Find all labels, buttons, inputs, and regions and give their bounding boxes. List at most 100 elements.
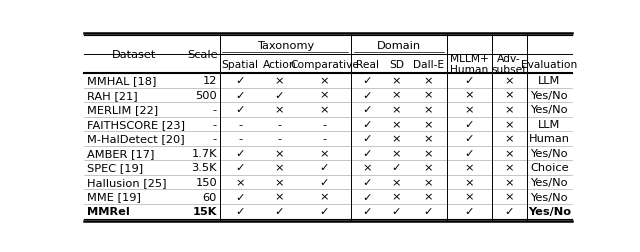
Text: Real: Real	[356, 59, 379, 69]
Text: ✓: ✓	[236, 148, 245, 158]
Text: ✓: ✓	[320, 177, 329, 187]
Text: ×: ×	[392, 134, 401, 144]
Text: ✓: ✓	[362, 177, 372, 187]
Text: ×: ×	[424, 177, 433, 187]
Text: ✓: ✓	[236, 90, 245, 100]
Text: ×: ×	[465, 105, 474, 115]
Text: ✓: ✓	[504, 206, 514, 216]
Text: LLM: LLM	[538, 76, 561, 86]
Text: ×: ×	[424, 90, 433, 100]
Text: ×: ×	[320, 90, 329, 100]
Text: Action: Action	[262, 59, 296, 69]
Text: Comparative: Comparative	[290, 59, 359, 69]
Text: Yes/No: Yes/No	[528, 206, 571, 216]
Text: ×: ×	[465, 192, 474, 202]
Text: RAH [21]: RAH [21]	[87, 90, 138, 100]
Text: Choice: Choice	[530, 163, 568, 173]
Text: Yes/No: Yes/No	[531, 177, 568, 187]
Text: ×: ×	[424, 105, 433, 115]
Text: ✓: ✓	[362, 76, 372, 86]
Text: ×: ×	[504, 76, 514, 86]
Text: -: -	[213, 134, 217, 144]
Text: ×: ×	[275, 163, 284, 173]
Text: Evaluation: Evaluation	[521, 59, 577, 69]
Text: -: -	[213, 119, 217, 129]
Text: ×: ×	[424, 76, 433, 86]
Text: Dall-E: Dall-E	[413, 59, 444, 69]
Text: ✓: ✓	[320, 206, 329, 216]
Text: ×: ×	[504, 177, 514, 187]
Text: Scale: Scale	[187, 50, 218, 60]
Text: 3.5K: 3.5K	[191, 163, 217, 173]
Text: ×: ×	[320, 76, 329, 86]
Text: ×: ×	[424, 119, 433, 129]
Text: MLLM+
Human: MLLM+ Human	[450, 54, 489, 75]
Text: ×: ×	[504, 90, 514, 100]
Text: ✓: ✓	[465, 206, 474, 216]
Text: ✓: ✓	[236, 105, 245, 115]
Text: ×: ×	[362, 163, 372, 173]
Text: ✓: ✓	[362, 148, 372, 158]
Text: ×: ×	[504, 134, 514, 144]
Text: Yes/No: Yes/No	[531, 90, 568, 100]
Text: ×: ×	[275, 177, 284, 187]
Text: ×: ×	[392, 192, 401, 202]
Text: ✓: ✓	[236, 192, 245, 202]
Text: FAITHSCORE [23]: FAITHSCORE [23]	[87, 119, 185, 129]
Text: -: -	[323, 134, 326, 144]
Text: ✓: ✓	[465, 76, 474, 86]
Text: 12: 12	[203, 76, 217, 86]
Text: ×: ×	[424, 134, 433, 144]
Text: 15K: 15K	[193, 206, 217, 216]
Text: ×: ×	[392, 90, 401, 100]
Text: ×: ×	[392, 148, 401, 158]
Text: MME [19]: MME [19]	[87, 192, 141, 202]
Text: ✓: ✓	[392, 206, 401, 216]
Text: ✓: ✓	[320, 163, 329, 173]
Text: ✓: ✓	[275, 206, 284, 216]
Text: ×: ×	[465, 177, 474, 187]
Text: ✓: ✓	[362, 206, 372, 216]
Text: Yes/No: Yes/No	[531, 148, 568, 158]
Text: 150: 150	[195, 177, 217, 187]
Text: SPEC [19]: SPEC [19]	[87, 163, 143, 173]
Text: Adv-
subset: Adv- subset	[492, 54, 527, 75]
Text: M-HalDetect [20]: M-HalDetect [20]	[87, 134, 184, 144]
Text: MMHAL [18]: MMHAL [18]	[87, 76, 156, 86]
Text: ×: ×	[392, 177, 401, 187]
Text: 1.7K: 1.7K	[191, 148, 217, 158]
Text: -: -	[238, 119, 243, 129]
Text: ✓: ✓	[275, 90, 284, 100]
Text: ✓: ✓	[362, 134, 372, 144]
Text: ×: ×	[275, 76, 284, 86]
Text: ✓: ✓	[362, 192, 372, 202]
Text: ×: ×	[275, 148, 284, 158]
Text: ✓: ✓	[465, 148, 474, 158]
Text: ✓: ✓	[465, 134, 474, 144]
Text: ×: ×	[320, 105, 329, 115]
Text: Hallusion [25]: Hallusion [25]	[87, 177, 166, 187]
Text: ✓: ✓	[465, 119, 474, 129]
Text: ×: ×	[504, 192, 514, 202]
Text: -: -	[323, 119, 326, 129]
Text: ×: ×	[465, 90, 474, 100]
Text: ×: ×	[275, 105, 284, 115]
Text: LLM: LLM	[538, 119, 561, 129]
Text: -: -	[277, 134, 282, 144]
Text: ✓: ✓	[424, 206, 433, 216]
Text: ✓: ✓	[236, 76, 245, 86]
Text: ×: ×	[504, 119, 514, 129]
Text: Spatial: Spatial	[221, 59, 259, 69]
Text: ×: ×	[504, 163, 514, 173]
Text: ×: ×	[320, 148, 329, 158]
Text: ×: ×	[392, 119, 401, 129]
Text: Taxonomy: Taxonomy	[257, 41, 314, 50]
Text: SD: SD	[389, 59, 404, 69]
Text: Domain: Domain	[377, 41, 421, 50]
Text: -: -	[238, 134, 243, 144]
Text: 60: 60	[203, 192, 217, 202]
Text: ×: ×	[504, 148, 514, 158]
Text: MERLIM [22]: MERLIM [22]	[87, 105, 158, 115]
Text: ×: ×	[320, 192, 329, 202]
Text: ✓: ✓	[362, 105, 372, 115]
